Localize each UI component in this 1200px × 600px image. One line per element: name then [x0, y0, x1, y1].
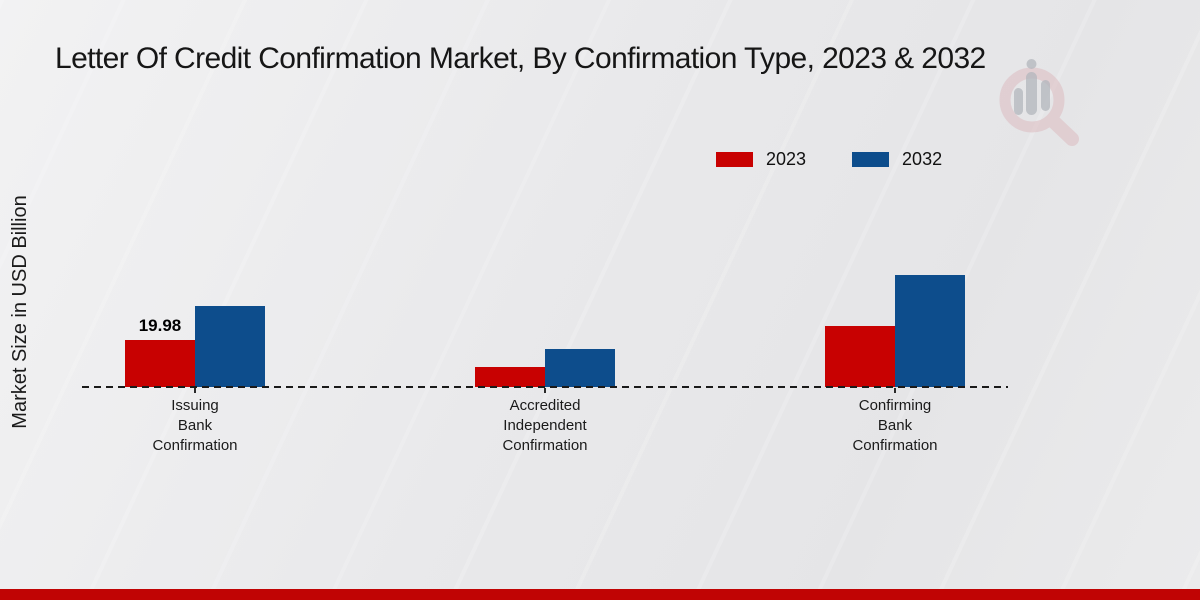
legend: 2023 2032	[716, 149, 942, 170]
legend-swatch-2023	[716, 152, 753, 167]
page-title: Letter Of Credit Confirmation Market, By…	[55, 42, 986, 75]
x-axis-tick	[194, 388, 196, 393]
legend-swatch-2032	[852, 152, 890, 167]
data-label: 19.98	[138, 316, 182, 335]
bar-2032-group-0	[195, 306, 265, 387]
x-axis-tick	[544, 388, 546, 393]
x-category-label: Issuing Bank Confirmation	[152, 397, 238, 454]
legend-label-2032: 2032	[902, 149, 943, 169]
legend-item-2032: 2032	[852, 149, 942, 170]
x-axis-baseline	[82, 386, 1008, 388]
bar-2023-group-1	[475, 367, 545, 387]
x-category-label: Accredited Independent Confirmation	[502, 397, 588, 454]
y-axis-label: Market Size in USD Billion	[9, 195, 31, 429]
bar-2032-group-1	[545, 349, 615, 387]
legend-label-2023: 2023	[766, 149, 807, 169]
people-bars-glyph	[1014, 59, 1050, 115]
bar-2023-group-0	[125, 340, 195, 387]
x-category-label: Confirming Bank Confirmation	[852, 397, 938, 454]
magnifier-with-bars-logo	[999, 59, 1079, 146]
bar-2032-group-2	[895, 275, 965, 387]
bar-2023-group-2	[825, 326, 895, 387]
legend-item-2023: 2023	[716, 149, 806, 170]
x-axis-tick	[894, 388, 896, 393]
footer-bar	[0, 589, 1200, 600]
